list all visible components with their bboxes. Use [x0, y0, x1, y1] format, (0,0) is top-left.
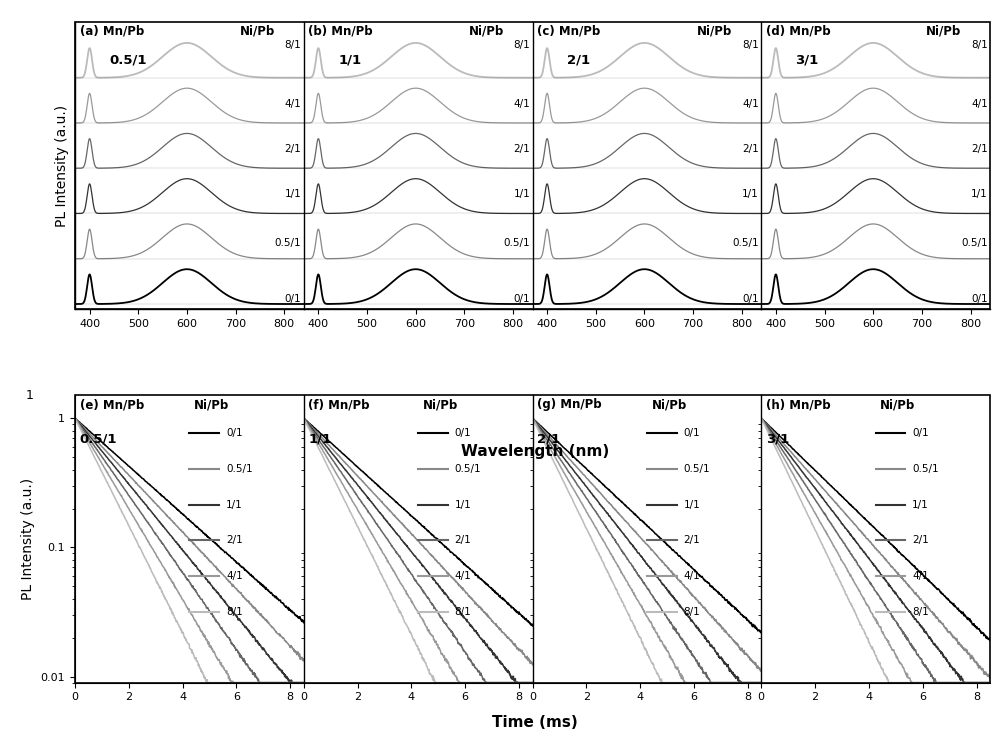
Text: 8/1: 8/1: [455, 607, 471, 617]
Text: 1/1: 1/1: [338, 54, 361, 67]
Text: (f) Mn/Pb: (f) Mn/Pb: [308, 399, 370, 411]
Text: 1: 1: [26, 389, 34, 402]
Text: 4/1: 4/1: [742, 99, 759, 109]
Text: (c) Mn/Pb: (c) Mn/Pb: [537, 25, 600, 38]
Text: 1/1: 1/1: [226, 500, 243, 509]
Text: 0.5/1: 0.5/1: [109, 54, 147, 67]
Text: 3/1: 3/1: [796, 54, 819, 67]
Text: 0.5/1: 0.5/1: [226, 464, 253, 473]
Text: 1/1: 1/1: [971, 189, 988, 200]
Text: 2/1: 2/1: [455, 535, 471, 545]
Text: 2/1: 2/1: [912, 535, 929, 545]
Text: 2/1: 2/1: [226, 535, 243, 545]
Text: (b) Mn/Pb: (b) Mn/Pb: [308, 25, 373, 38]
Text: 2/1: 2/1: [537, 433, 560, 446]
Text: 0/1: 0/1: [226, 428, 243, 437]
Text: 1/1: 1/1: [513, 189, 530, 200]
Text: Ni/Pb: Ni/Pb: [240, 25, 275, 38]
Text: 0/1: 0/1: [971, 294, 988, 304]
Text: Wavelength (nm): Wavelength (nm): [461, 444, 609, 459]
Text: 0.5/1: 0.5/1: [961, 238, 988, 248]
Text: 4/1: 4/1: [226, 571, 243, 581]
Text: 2/1: 2/1: [971, 144, 988, 154]
Text: (e) Mn/Pb: (e) Mn/Pb: [80, 399, 144, 411]
Text: 4/1: 4/1: [683, 571, 700, 581]
Text: Ni/Pb: Ni/Pb: [194, 399, 229, 411]
Text: 0/1: 0/1: [912, 428, 929, 437]
Text: (g) Mn/Pb: (g) Mn/Pb: [537, 399, 602, 411]
Text: Ni/Pb: Ni/Pb: [468, 25, 504, 38]
Text: 0.5/1: 0.5/1: [912, 464, 939, 473]
Text: 8/1: 8/1: [683, 607, 700, 617]
Text: 1/1: 1/1: [308, 433, 331, 446]
Text: 1/1: 1/1: [742, 189, 759, 200]
Text: 1/1: 1/1: [912, 500, 929, 509]
Text: 8/1: 8/1: [742, 40, 759, 50]
Text: (d) Mn/Pb: (d) Mn/Pb: [766, 25, 830, 38]
Text: 0.5/1: 0.5/1: [683, 464, 710, 473]
Y-axis label: PL Intensity (a.u.): PL Intensity (a.u.): [55, 104, 69, 227]
Text: 8/1: 8/1: [226, 607, 243, 617]
Text: 2/1: 2/1: [683, 535, 700, 545]
Text: 0/1: 0/1: [285, 294, 301, 304]
Text: 0/1: 0/1: [455, 428, 471, 437]
Text: 4/1: 4/1: [971, 99, 988, 109]
Text: 0.5/1: 0.5/1: [275, 238, 301, 248]
Text: 4/1: 4/1: [513, 99, 530, 109]
Text: Ni/Pb: Ni/Pb: [926, 25, 961, 38]
Text: 2/1: 2/1: [567, 54, 590, 67]
Text: 2/1: 2/1: [742, 144, 759, 154]
Text: 4/1: 4/1: [455, 571, 471, 581]
Text: Ni/Pb: Ni/Pb: [651, 399, 687, 411]
Text: 1/1: 1/1: [683, 500, 700, 509]
Text: 0/1: 0/1: [742, 294, 759, 304]
Text: 8/1: 8/1: [912, 607, 929, 617]
Text: 0.5/1: 0.5/1: [80, 433, 117, 446]
Text: 4/1: 4/1: [912, 571, 929, 581]
Text: 1/1: 1/1: [285, 189, 301, 200]
Text: 2/1: 2/1: [513, 144, 530, 154]
Text: 0.5/1: 0.5/1: [504, 238, 530, 248]
Y-axis label: PL Intensity (a.u.): PL Intensity (a.u.): [21, 478, 35, 600]
Text: 8/1: 8/1: [513, 40, 530, 50]
Text: Time (ms): Time (ms): [492, 716, 578, 730]
Text: 8/1: 8/1: [971, 40, 988, 50]
Text: 4/1: 4/1: [285, 99, 301, 109]
Text: (a) Mn/Pb: (a) Mn/Pb: [80, 25, 144, 38]
Text: 3/1: 3/1: [766, 433, 789, 446]
Text: 0.5/1: 0.5/1: [455, 464, 481, 473]
Text: 0/1: 0/1: [683, 428, 700, 437]
Text: 2/1: 2/1: [285, 144, 301, 154]
Text: Ni/Pb: Ni/Pb: [880, 399, 915, 411]
Text: Ni/Pb: Ni/Pb: [697, 25, 732, 38]
Text: Ni/Pb: Ni/Pb: [423, 399, 458, 411]
Text: 0/1: 0/1: [514, 294, 530, 304]
Text: (h) Mn/Pb: (h) Mn/Pb: [766, 399, 830, 411]
Text: 1/1: 1/1: [455, 500, 471, 509]
Text: 0.5/1: 0.5/1: [732, 238, 759, 248]
Text: 8/1: 8/1: [285, 40, 301, 50]
